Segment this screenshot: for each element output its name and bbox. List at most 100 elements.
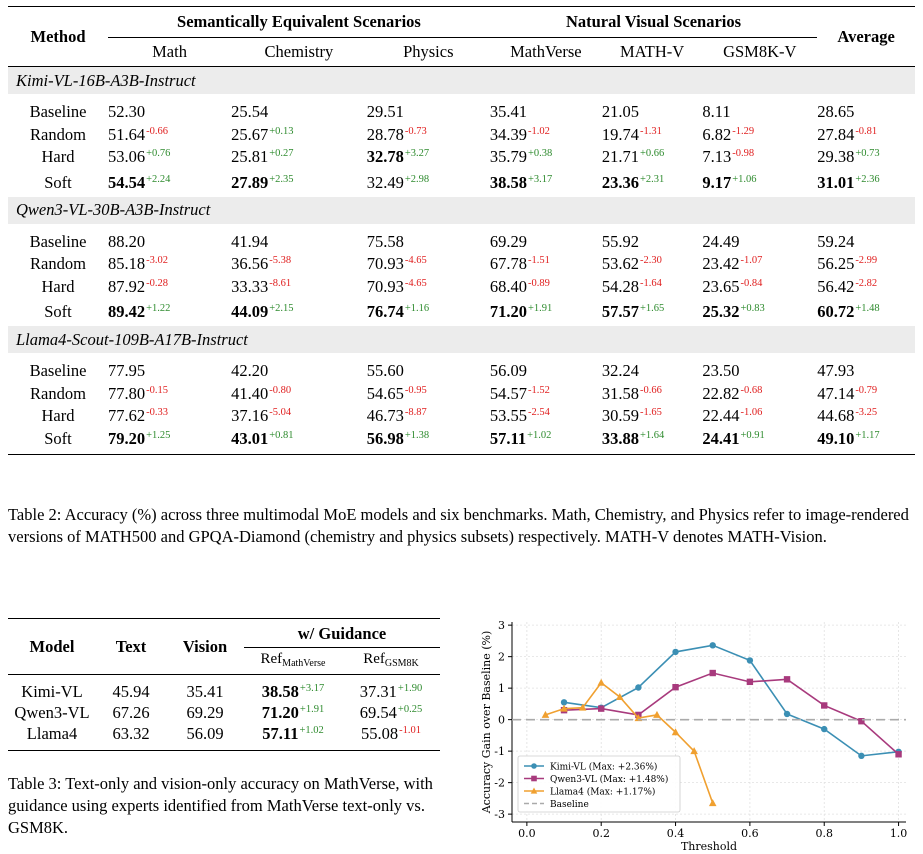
value-cell: 54.57-1.52 bbox=[490, 383, 602, 406]
t3-ref2-cell: 69.54+0.25 bbox=[342, 702, 440, 723]
value-cell: 68.40-0.89 bbox=[490, 276, 602, 299]
value-cell: 33.88+1.64 bbox=[601, 427, 703, 455]
model-group-label: Qwen3-VL-30B-A3B-Instruct bbox=[8, 196, 915, 224]
t3-text-cell: 45.94 bbox=[112, 682, 150, 701]
delta-superscript: -0.80 bbox=[269, 384, 292, 396]
delta-superscript: -8.61 bbox=[269, 277, 292, 289]
delta-superscript: +2.36 bbox=[855, 173, 880, 185]
cell-value: 70.93 bbox=[366, 276, 404, 296]
series-line-2 bbox=[545, 681, 714, 804]
modality-table: Model Text Vision w/ Guidance RefMathVer… bbox=[8, 618, 440, 751]
value-cell: 87.92-0.28 bbox=[108, 276, 231, 299]
legend-label: Kimi-VL (Max: +2.36%) bbox=[550, 762, 657, 773]
value-cell: 24.49 bbox=[702, 231, 817, 254]
cell-value: 77.80 bbox=[108, 383, 146, 403]
table-row: Qwen3-VL 67.26 69.29 71.20+1.91 69.54+0.25 bbox=[8, 702, 440, 723]
delta-superscript: -1.64 bbox=[639, 277, 662, 289]
delta-superscript: +1.22 bbox=[146, 303, 171, 314]
delta-superscript: +0.73 bbox=[855, 148, 880, 160]
value-cell: 8.11 bbox=[702, 101, 817, 124]
t3-model-cell: Llama4 bbox=[8, 723, 96, 751]
data-point bbox=[708, 799, 717, 807]
data-point bbox=[783, 676, 791, 683]
x-axis-label: Threshold bbox=[681, 840, 737, 853]
table-row: Hard 53.06+0.76 25.81+0.27 32.78+3.27 35.79+… bbox=[8, 146, 915, 169]
value-cell: 67.78-1.51 bbox=[490, 253, 602, 276]
value-cell: 22.44-1.06 bbox=[702, 405, 817, 428]
model-group-row: Kimi-VL-16B-A3B-Instruct bbox=[8, 66, 915, 94]
data-point bbox=[858, 752, 865, 760]
col-header: MATH-V bbox=[619, 42, 685, 61]
results-table: Method Semantically Equivalent Scenarios… bbox=[8, 6, 915, 455]
delta-superscript: -2.99 bbox=[855, 255, 878, 267]
data-point bbox=[746, 657, 754, 664]
group1-header: Semantically Equivalent Scenarios bbox=[108, 6, 490, 38]
t3-model-cell: Kimi-VL bbox=[21, 682, 83, 701]
method-cell: Soft bbox=[8, 427, 108, 455]
value-cell: 21.05 bbox=[602, 101, 703, 124]
table-row: Llama4 63.32 56.09 57.11+1.02 55.08-1.01 bbox=[8, 723, 440, 751]
cell-value: 32.24 bbox=[601, 361, 639, 381]
delta-superscript: -5.38 bbox=[269, 255, 292, 267]
value-cell: 88.20 bbox=[108, 231, 231, 254]
delta-superscript: +1.17 bbox=[855, 429, 880, 441]
cell-value: 77.95 bbox=[108, 361, 146, 381]
value-cell: 59.24 bbox=[817, 231, 915, 254]
cell-value: 56.98 bbox=[366, 428, 404, 448]
value-cell: 44.09+2.15 bbox=[231, 298, 367, 326]
x-tick-label: 0.2 bbox=[592, 827, 610, 840]
value-cell: 6.82-1.29 bbox=[702, 124, 817, 147]
data-point bbox=[560, 704, 568, 712]
value-cell: 27.89+2.35 bbox=[231, 169, 367, 197]
data-point bbox=[541, 710, 550, 718]
data-point bbox=[615, 692, 624, 700]
delta-superscript: +3.27 bbox=[404, 148, 430, 160]
value-cell: 53.06+0.76 bbox=[108, 146, 231, 169]
delta-superscript: +1.91 bbox=[299, 704, 325, 715]
y-tick-label: -3 bbox=[494, 808, 505, 821]
cell-value: 24.41 bbox=[702, 428, 740, 448]
value-cell: 27.84-0.81 bbox=[817, 124, 915, 147]
model-group-row: Llama4-Scout-109B-A17B-Instruct bbox=[8, 326, 915, 353]
delta-superscript: -0.89 bbox=[528, 277, 550, 289]
cell-value: 31.58 bbox=[601, 383, 639, 403]
value-cell: 70.93-4.65 bbox=[367, 276, 490, 299]
delta-superscript: -0.28 bbox=[146, 277, 168, 289]
cell-value: 35.79 bbox=[489, 147, 527, 167]
cell-value: 89.42 bbox=[108, 302, 146, 321]
method-cell: Baseline bbox=[29, 231, 87, 251]
method-cell: Random bbox=[30, 124, 86, 144]
cell-value: 25.81 bbox=[231, 147, 269, 167]
value-cell: 47.14-0.79 bbox=[817, 383, 915, 406]
model-group-label: Kimi-VL-16B-A3B-Instruct bbox=[8, 66, 915, 94]
delta-superscript: +1.16 bbox=[404, 303, 430, 314]
value-cell: 57.57+1.65 bbox=[602, 298, 703, 326]
value-cell: 22.82-0.68 bbox=[702, 383, 817, 406]
data-point bbox=[653, 710, 661, 718]
value-cell: 89.42+1.22 bbox=[108, 298, 231, 326]
cell-value: 69.29 bbox=[489, 231, 527, 251]
value-cell: 47.93 bbox=[817, 360, 915, 383]
delta-superscript: +1.48 bbox=[855, 303, 880, 314]
col-average-header: Average bbox=[817, 6, 915, 67]
value-cell: 44.68-3.25 bbox=[817, 405, 915, 428]
spacer-row bbox=[8, 224, 915, 231]
delta-superscript: +1.38 bbox=[404, 429, 430, 441]
spacer-row bbox=[8, 353, 915, 360]
table-row: Baseline 52.30 25.54 29.51 35.41 21.05 8.11 28.… bbox=[8, 101, 915, 124]
cell-value: 25.67 bbox=[231, 124, 269, 144]
cell-value: 25.54 bbox=[231, 102, 269, 122]
delta-superscript: -1.31 bbox=[639, 125, 662, 137]
value-cell: 35.41 bbox=[490, 101, 602, 124]
delta-superscript: +1.91 bbox=[528, 303, 553, 314]
delta-superscript: +0.81 bbox=[269, 429, 294, 441]
value-cell: 32.24 bbox=[602, 360, 703, 383]
cell-value: 55.92 bbox=[601, 231, 639, 251]
cell-value: 53.62 bbox=[601, 254, 639, 274]
t3-ref-label: Ref bbox=[363, 650, 385, 667]
cell-value: 23.50 bbox=[702, 361, 740, 381]
value-cell: 42.20 bbox=[231, 360, 367, 383]
method-cell: Hard bbox=[41, 147, 75, 167]
value-cell: 23.42-1.07 bbox=[702, 253, 817, 276]
delta-superscript: -0.73 bbox=[404, 125, 427, 137]
